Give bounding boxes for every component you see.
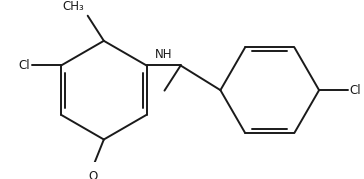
Text: O: O [88, 170, 98, 179]
Text: NH: NH [155, 48, 172, 61]
Text: CH₃: CH₃ [62, 0, 84, 13]
Text: Cl: Cl [349, 84, 361, 97]
Text: Cl: Cl [18, 59, 30, 72]
